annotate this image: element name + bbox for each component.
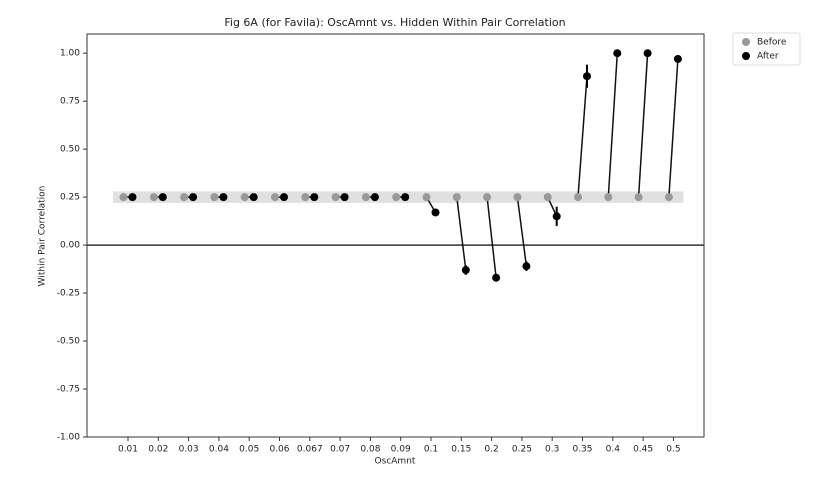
x-tick-label: 0.03	[179, 445, 199, 455]
legend-label: After	[757, 52, 779, 62]
connector	[637, 53, 649, 198]
point	[483, 193, 492, 202]
point	[119, 193, 128, 202]
x-tick-label: 0.4	[606, 445, 621, 455]
point	[210, 193, 219, 202]
point	[634, 193, 643, 202]
point	[392, 193, 401, 202]
x-tick-label: 0.06	[269, 445, 289, 455]
connector	[607, 53, 619, 198]
point	[301, 193, 310, 202]
y-tick-label: 1.00	[60, 49, 80, 59]
x-tick-label: 0.07	[330, 445, 350, 455]
x-tick-label: 0.5	[666, 445, 680, 455]
point	[673, 54, 682, 63]
point	[361, 193, 370, 202]
connector	[516, 197, 528, 267]
x-tick-label: 0.15	[451, 445, 471, 455]
point	[240, 193, 249, 202]
x-tick-label: 0.04	[209, 445, 229, 455]
connector	[668, 58, 679, 198]
x-tick-label: 0.25	[512, 445, 532, 455]
point	[219, 193, 228, 202]
x-tick-label: 0.45	[633, 445, 653, 455]
point	[422, 193, 431, 202]
point	[128, 193, 137, 202]
y-tick-label: -0.75	[57, 385, 80, 395]
point	[664, 193, 673, 202]
chart-title: Fig 6A (for Favila): OscAmnt vs. Hidden …	[224, 16, 565, 29]
point	[280, 193, 288, 202]
connector	[577, 76, 588, 198]
point	[643, 49, 652, 58]
x-tick-label: 0.35	[572, 445, 592, 455]
point	[513, 193, 522, 202]
point	[613, 49, 622, 58]
point	[543, 193, 552, 202]
x-tick-label: 0.01	[118, 445, 138, 455]
x-tick-label: 0.1	[424, 445, 438, 455]
point	[461, 266, 470, 275]
point	[331, 193, 340, 202]
y-tick-label: -0.25	[57, 289, 80, 299]
y-tick-label: 0.50	[60, 145, 80, 155]
y-axis-label: Within Pair Correlation	[38, 186, 48, 287]
legend-marker	[742, 38, 750, 46]
y-tick-label: -1.00	[57, 433, 81, 443]
point	[552, 212, 561, 221]
y-tick-label: 0.75	[60, 97, 80, 107]
connector	[486, 197, 497, 278]
point	[522, 262, 531, 271]
point	[149, 193, 158, 202]
point	[401, 193, 410, 202]
y-tick-label: 0.00	[60, 241, 80, 251]
point	[574, 193, 582, 202]
point	[271, 193, 279, 202]
point	[249, 193, 258, 202]
y-tick-label: 0.25	[60, 193, 80, 203]
point	[370, 193, 379, 202]
legend-label: Before	[757, 38, 787, 48]
plot-frame	[86, 33, 705, 438]
x-tick-label: 0.08	[360, 445, 380, 455]
legend-marker	[742, 52, 750, 60]
x-tick-label: 0.05	[239, 445, 259, 455]
x-axis-label: OscAmnt	[375, 457, 416, 467]
x-tick-label: 0.3	[545, 445, 559, 455]
x-tick-label: 0.2	[484, 445, 498, 455]
point	[158, 193, 167, 202]
point	[492, 273, 501, 282]
x-tick-label: 0.067	[297, 445, 323, 455]
point	[180, 193, 189, 202]
x-tick-label: 0.02	[148, 445, 168, 455]
point	[431, 208, 440, 217]
point	[189, 193, 198, 202]
point	[340, 193, 349, 202]
point	[604, 193, 613, 202]
point	[310, 193, 319, 202]
point	[452, 193, 461, 202]
connector	[456, 197, 467, 271]
y-tick-label: -0.50	[57, 337, 81, 347]
x-tick-label: 0.09	[391, 445, 411, 455]
point	[583, 72, 591, 81]
